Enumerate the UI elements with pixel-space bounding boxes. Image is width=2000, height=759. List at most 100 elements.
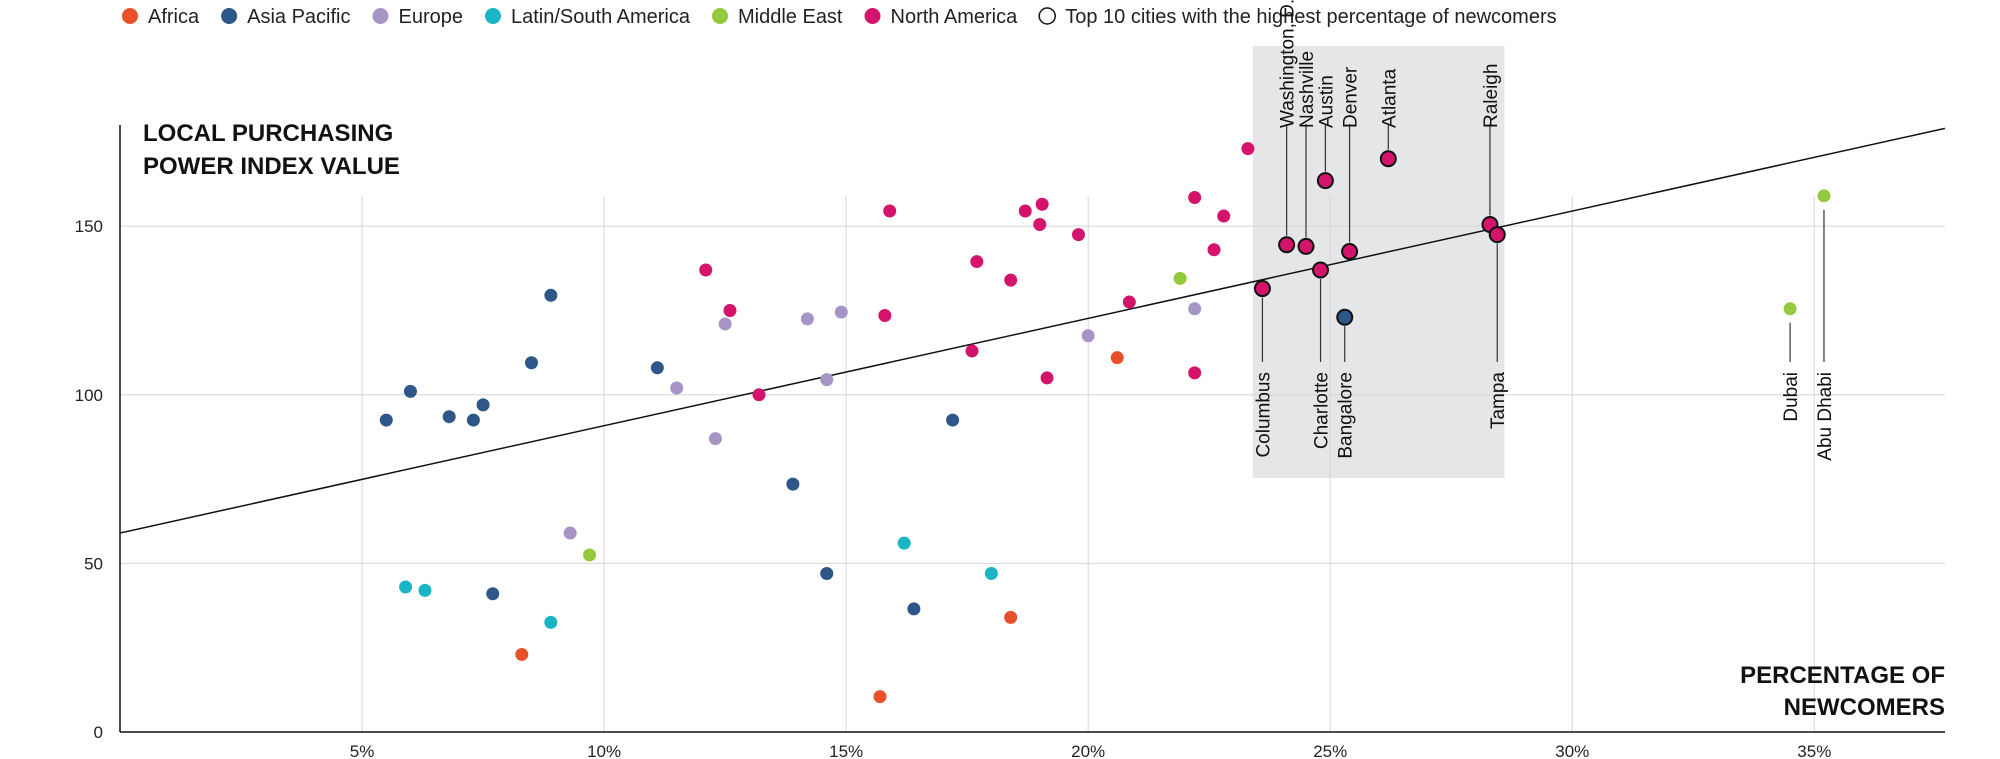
y-tick-label: 50 <box>84 554 103 573</box>
data-point-europe <box>718 317 732 331</box>
city-label-washington-d-c: Washington, D.C. <box>1278 0 1299 128</box>
legend-marker-north-america <box>864 8 881 24</box>
x-tick-label: 10% <box>587 742 621 759</box>
legend-label-latin-south-america: Latin/South America <box>511 6 691 28</box>
data-point-north-america <box>1071 228 1085 242</box>
data-point-africa <box>1004 610 1018 624</box>
highlighted-point-denver <box>1341 242 1359 260</box>
highlighted-point-washington-d-c <box>1278 236 1296 254</box>
legend-marker-middle-east <box>712 8 728 24</box>
data-point-north-america <box>1188 191 1202 205</box>
data-point-north-america <box>1241 142 1255 156</box>
legend-label-asia-pacific: Asia Pacific <box>247 6 350 28</box>
data-point-asia-pacific <box>486 587 500 601</box>
trend-line <box>119 127 1946 534</box>
x-tick-label: 30% <box>1555 742 1589 759</box>
data-point-africa <box>515 647 529 661</box>
data-point-latin-south-america <box>897 536 911 550</box>
city-label-abu-dhabi: Abu Dhabi <box>1815 372 1836 461</box>
x-axis-title-line: NEWCOMERS <box>1784 694 1945 721</box>
highlighted-point-tampa <box>1488 226 1506 244</box>
data-point-latin-south-america <box>399 580 413 594</box>
data-point-north-america <box>723 303 737 317</box>
x-tick-label: 25% <box>1313 742 1347 759</box>
highlighted-point-bangalore <box>1336 308 1354 326</box>
y-axis-title-line: POWER INDEX VALUE <box>143 153 400 180</box>
tick-labels: 5% 10% 15% 20% 25% 30% 35% 0 50 100 150 <box>75 217 1832 759</box>
data-point-north-america <box>883 204 897 218</box>
data-point-north-america <box>1040 371 1054 385</box>
city-label-raleigh: Raleigh <box>1481 64 1502 128</box>
highlight-band <box>1252 46 1505 478</box>
axes <box>119 125 1945 733</box>
city-label-atlanta: Atlanta <box>1379 68 1400 128</box>
data-point-middle-east <box>583 548 597 562</box>
data-point-latin-south-america <box>984 567 998 581</box>
data-point-asia-pacific <box>544 288 558 302</box>
data-point-north-america <box>965 344 979 358</box>
city-label-austin: Austin <box>1316 75 1337 128</box>
data-point-europe <box>1081 329 1095 343</box>
legend-label-africa: Africa <box>148 6 200 28</box>
data-point-asia-pacific <box>907 602 921 616</box>
highlighted-point-austin <box>1316 172 1334 190</box>
data-point-north-america <box>1004 273 1018 287</box>
city-label-dubai: Dubai <box>1781 372 1802 422</box>
data-points <box>379 142 1831 704</box>
y-tick-label: 0 <box>94 723 103 742</box>
data-point-asia-pacific <box>442 410 456 424</box>
data-point-north-america <box>752 388 766 402</box>
legend-marker-latin-south-america <box>485 8 501 24</box>
data-point-north-america <box>1188 366 1202 380</box>
city-label-nashville: Nashville <box>1297 51 1318 128</box>
data-point-abu-dhabi <box>1817 189 1831 203</box>
data-point-north-america <box>1018 204 1032 218</box>
data-point-africa <box>1110 351 1124 365</box>
data-point-africa <box>873 690 887 704</box>
legend-marker-asia-pacific <box>221 8 238 24</box>
data-point-north-america <box>1217 209 1231 223</box>
data-point-asia-pacific <box>524 356 538 370</box>
legend-label-north-america: North America <box>891 6 1019 28</box>
legend-marker-europe <box>372 8 389 24</box>
data-point-asia-pacific <box>379 413 393 427</box>
legend: Africa Asia Pacific Europe Latin/South Amer… <box>122 6 1557 28</box>
city-label-bangalore: Bangalore <box>1336 372 1357 459</box>
data-point-europe <box>820 373 834 387</box>
data-point-europe <box>1188 302 1202 316</box>
x-tick-label: 20% <box>1071 742 1105 759</box>
legend-marker-top-10-cities-with-the-highest-percentage-of-newcomers <box>1038 7 1056 25</box>
highlighted-point-atlanta <box>1379 150 1397 168</box>
highlighted-point-charlotte <box>1312 261 1330 279</box>
data-point-middle-east <box>1173 271 1187 285</box>
data-point-asia-pacific <box>403 384 417 398</box>
legend-label-europe: Europe <box>399 6 464 28</box>
x-tick-label: 15% <box>829 742 863 759</box>
data-point-north-america <box>1122 295 1136 309</box>
data-point-north-america <box>1035 197 1049 211</box>
data-point-north-america <box>878 309 892 323</box>
data-point-asia-pacific <box>650 361 664 375</box>
data-point-latin-south-america <box>544 615 558 629</box>
city-label-columbus: Columbus <box>1253 372 1274 458</box>
data-point-europe <box>708 432 722 446</box>
data-point-europe <box>800 312 814 326</box>
city-label-tampa: Tampa <box>1488 372 1509 429</box>
x-tick-label: 5% <box>350 742 375 759</box>
y-tick-label: 100 <box>75 386 103 405</box>
data-point-north-america <box>699 263 713 277</box>
city-label-charlotte: Charlotte <box>1312 372 1333 449</box>
data-point-asia-pacific <box>820 567 834 581</box>
data-point-north-america <box>1033 217 1047 231</box>
data-point-asia-pacific <box>946 413 960 427</box>
data-point-europe <box>834 305 848 319</box>
y-axis-title-line: LOCAL PURCHASING <box>143 120 393 147</box>
data-point-asia-pacific <box>476 398 490 412</box>
data-point-north-america <box>970 255 984 269</box>
legend-marker-africa <box>122 8 138 24</box>
highlighted-point-nashville <box>1297 237 1315 255</box>
x-axis-title-line: PERCENTAGE OF <box>1740 662 1945 689</box>
data-point-europe <box>563 526 577 540</box>
y-tick-label: 150 <box>75 217 103 236</box>
